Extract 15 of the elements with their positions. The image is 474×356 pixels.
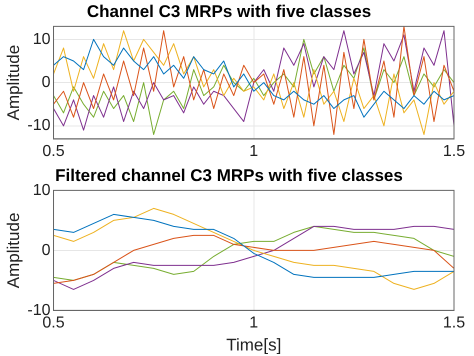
x-axis-title: Time[s] <box>226 335 282 354</box>
y-axis-title: Amplitude <box>4 212 23 288</box>
x-tick-label: 1.5 <box>442 314 466 332</box>
x-tick-label: 0.5 <box>42 142 65 160</box>
x-tick-label: 1.5 <box>442 142 466 160</box>
chart-title: Filtered channel C3 MRPs with five classes <box>55 166 403 185</box>
y-tick-label: 0 <box>42 74 51 92</box>
chart-title: Channel C3 MRPs with five classes <box>86 2 372 21</box>
y-axis-title: Amplitude <box>4 44 23 120</box>
y-tick-label: -10 <box>27 117 51 134</box>
y-tick-label: 10 <box>32 182 51 199</box>
y-tick-label: 0 <box>42 242 51 259</box>
y-tick-label: 10 <box>32 30 51 48</box>
x-tick-label: 1 <box>249 314 258 332</box>
x-tick-label: 1 <box>249 142 258 160</box>
